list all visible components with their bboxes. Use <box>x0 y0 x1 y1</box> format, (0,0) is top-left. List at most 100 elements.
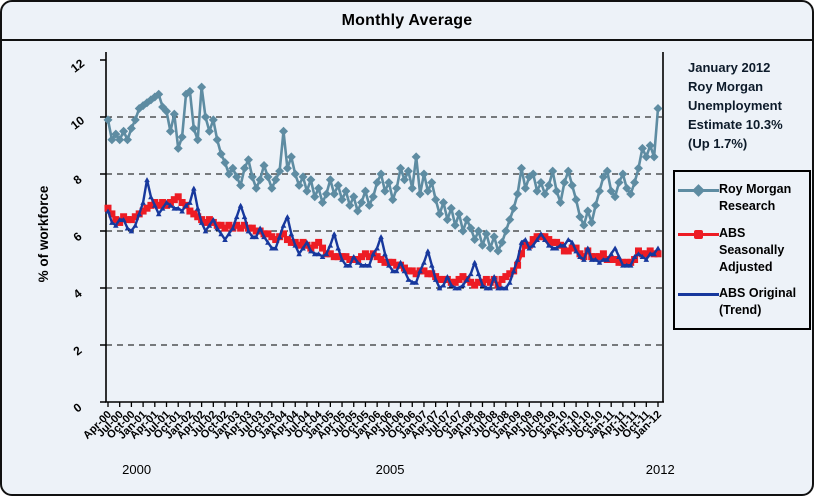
diamond-marker-icon <box>388 195 398 205</box>
triangle-marker-icon <box>514 256 521 262</box>
diamond-marker-icon <box>353 206 363 216</box>
diamond-marker-icon <box>614 178 624 188</box>
y-tick-label: 4 <box>71 286 85 301</box>
diamond-marker-icon <box>591 200 601 210</box>
diamond-marker-icon <box>384 178 394 188</box>
diamond-marker-icon <box>637 143 647 153</box>
diamond-marker-icon <box>349 192 359 202</box>
diamond-marker-icon <box>279 126 289 136</box>
triangle-marker-icon <box>241 214 248 220</box>
triangle-marker-icon <box>276 234 283 240</box>
square-marker-icon <box>143 204 151 212</box>
square-marker-icon <box>623 258 631 266</box>
square-marker-icon <box>334 253 342 261</box>
triangle-marker-icon <box>616 254 622 260</box>
triangle-marker-icon <box>113 222 119 228</box>
triangle-marker-icon <box>401 268 408 274</box>
diamond-marker-icon <box>399 175 409 185</box>
triangle-marker-icon <box>413 279 419 285</box>
square-marker-icon <box>549 238 557 246</box>
triangle-marker-icon <box>569 239 575 245</box>
diamond-marker-icon <box>567 180 577 190</box>
square-marker-icon <box>120 213 128 221</box>
y-axis-label: % of workforce <box>36 185 51 282</box>
diamond-marker-icon <box>446 203 456 213</box>
triangle-marker-icon <box>577 254 583 260</box>
triangle-marker-icon <box>503 285 509 291</box>
diamond-marker-icon <box>435 209 445 219</box>
square-marker-icon <box>545 236 553 244</box>
square-marker-icon <box>467 278 475 286</box>
y-tick-label: 0 <box>71 400 85 415</box>
triangle-marker-icon <box>230 225 236 231</box>
diamond-marker-icon <box>271 175 281 185</box>
triangle-marker-icon <box>315 251 322 257</box>
triangle-marker-icon <box>159 205 166 211</box>
square-marker-icon <box>541 233 549 241</box>
triangle-marker-icon <box>124 225 131 231</box>
legend-item-abs-seasonal: ABS Seasonally Adjusted <box>678 225 806 276</box>
diamond-marker-icon <box>306 175 316 185</box>
diamond-marker-icon <box>442 215 452 225</box>
triangle-marker-icon <box>339 256 345 262</box>
triangle-marker-icon <box>620 262 626 268</box>
triangle-marker-icon <box>148 194 154 200</box>
square-marker-icon <box>393 261 401 269</box>
square-marker-icon <box>108 210 116 218</box>
diamond-marker-icon <box>220 158 230 168</box>
triangle-marker-icon <box>179 208 185 214</box>
triangle-marker-icon <box>534 236 540 242</box>
triangle-marker-icon <box>421 259 427 265</box>
square-marker-icon <box>564 247 572 255</box>
square-marker-icon <box>319 244 327 252</box>
triangle-marker-icon <box>366 262 373 268</box>
triangle-marker-icon <box>128 228 135 234</box>
square-marker-icon <box>436 275 444 283</box>
legend-line-icon <box>678 293 719 296</box>
triangle-marker-icon <box>222 236 228 242</box>
triangle-marker-icon <box>292 242 299 248</box>
square-marker-icon <box>299 238 307 246</box>
triangle-marker-icon <box>183 202 189 208</box>
diamond-marker-icon <box>587 217 597 227</box>
square-marker-icon <box>127 216 135 224</box>
square-marker-icon <box>315 238 323 246</box>
diamond-marker-icon <box>645 141 655 150</box>
square-marker-icon <box>186 207 194 215</box>
diamond-marker-icon <box>392 183 402 193</box>
triangle-marker-icon <box>409 279 416 285</box>
square-marker-icon <box>311 241 319 249</box>
triangle-marker-icon <box>152 202 158 208</box>
triangle-marker-icon <box>440 282 447 288</box>
square-marker-icon <box>514 261 522 269</box>
legend-swatch-abs-original <box>678 286 719 303</box>
legend-item-label: ABS Seasonally Adjusted <box>719 225 785 274</box>
chart-title: Monthly Average <box>341 11 473 29</box>
triangle-marker-icon <box>253 234 260 240</box>
square-marker-icon <box>225 221 233 229</box>
triangle-marker-icon <box>522 236 529 242</box>
triangle-marker-icon <box>323 251 330 257</box>
triangle-marker-icon <box>483 285 490 291</box>
triangle-marker-icon <box>655 245 661 251</box>
triangle-marker-icon <box>304 239 310 245</box>
diamond-marker-icon <box>520 183 530 193</box>
diamond-marker-icon <box>641 152 651 162</box>
diamond-marker-icon <box>594 186 604 196</box>
diamond-marker-icon <box>357 198 367 207</box>
diamond-marker-icon <box>247 172 257 182</box>
triangle-marker-icon <box>592 256 599 262</box>
diamond-marker-icon <box>204 126 214 136</box>
diamond-marker-icon <box>606 186 616 196</box>
square-marker-icon <box>221 224 229 232</box>
diamond-marker-icon <box>481 229 491 239</box>
triangle-marker-icon <box>140 199 146 205</box>
diamond-marker-icon <box>454 209 464 219</box>
diamond-marker-icon <box>407 183 417 193</box>
diamond-marker-icon <box>115 135 125 145</box>
legend-box: Roy Morgan Research ABS Seasonally Adjus… <box>673 170 811 330</box>
diamond-marker-icon <box>228 163 238 173</box>
diamond-marker-icon <box>626 189 636 199</box>
square-marker-icon <box>268 233 276 241</box>
